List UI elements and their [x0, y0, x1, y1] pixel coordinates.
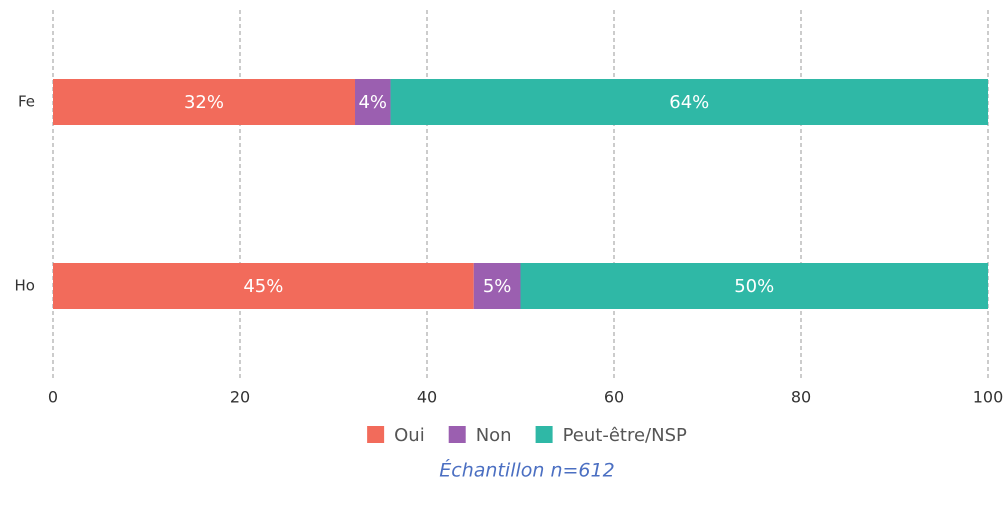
bar-label: 64% [669, 92, 709, 113]
bar-label: 4% [358, 92, 387, 113]
bar-label: 45% [243, 276, 283, 297]
x-tick-label: 0 [48, 388, 58, 407]
y-tick-label: Ho [15, 277, 35, 295]
x-tick-label: 80 [791, 388, 811, 407]
legend-label: Peut-être/NSP [563, 425, 687, 446]
legend-swatch [367, 426, 385, 443]
bar-segment [355, 79, 391, 125]
x-tick-label: 60 [604, 388, 624, 407]
legend-label: Oui [394, 425, 425, 446]
bar-label: 32% [184, 92, 224, 113]
bar-segment [390, 79, 988, 125]
bar-segment [473, 263, 521, 309]
x-tick-label: 40 [417, 388, 437, 407]
bar-segment [520, 263, 988, 309]
y-tick-label: Fe [18, 93, 35, 111]
caption: Échantillon n=612 [439, 459, 614, 482]
bar-segment [53, 263, 474, 309]
bar-label: 5% [483, 276, 512, 297]
x-tick-label: 20 [230, 388, 250, 407]
bar-label: 50% [734, 276, 774, 297]
bar-segment [53, 79, 356, 125]
legend-swatch [448, 426, 466, 443]
x-tick-label: 100 [973, 388, 1004, 407]
legend-swatch [535, 426, 553, 443]
legend-label: Non [476, 425, 512, 446]
